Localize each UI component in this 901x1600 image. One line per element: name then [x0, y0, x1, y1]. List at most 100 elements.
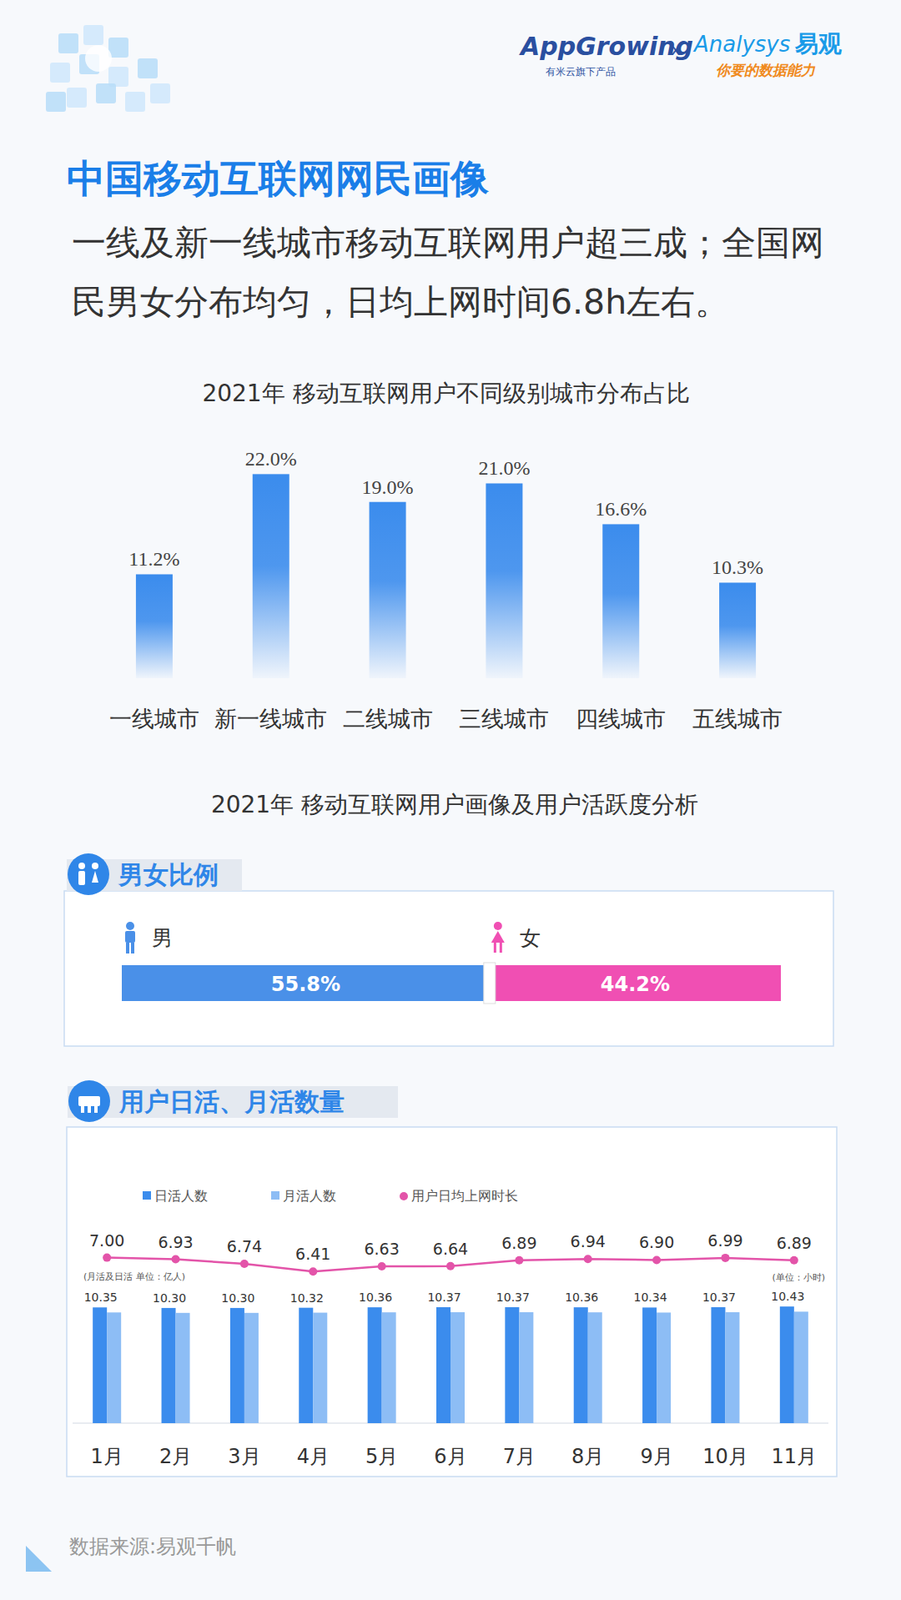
x-tick-label: 8月: [571, 1444, 605, 1469]
bar: [504, 1307, 519, 1424]
legend-marker: [142, 1191, 152, 1200]
line-point: [377, 1262, 387, 1271]
legend-marker: [271, 1191, 280, 1200]
subtitle-line: 一线及新一线城市移动互联网用户超三成；全国网: [71, 222, 825, 263]
cube: [45, 91, 66, 112]
bar: [367, 1307, 383, 1424]
bar: [780, 1306, 795, 1424]
data-label: 10.37: [702, 1290, 736, 1304]
x-tick-label: 5月: [365, 1444, 398, 1469]
bar: [710, 1307, 725, 1424]
bar: [176, 1313, 191, 1424]
annotation: (月活及日活 单位：亿人): [83, 1271, 186, 1283]
data-label: 6.63: [363, 1239, 399, 1259]
bar: [382, 1312, 397, 1424]
panel-icon-glyph: [80, 1106, 85, 1113]
panel-icon-glyph: [91, 862, 99, 870]
data-label: 10.32: [290, 1291, 324, 1305]
corner-triangle: [25, 1545, 52, 1572]
data-label: 6.89: [501, 1233, 537, 1253]
legend-label: 男: [151, 926, 173, 951]
bars: [121, 965, 781, 1002]
data-label: 10.36: [358, 1290, 393, 1304]
panel-icon-glyph: [87, 1106, 91, 1113]
chart-title: 2021年 移动互联网用户不同级别城市分布占比: [201, 379, 690, 408]
data-label: 44.2%: [600, 972, 670, 997]
person-icon: [499, 942, 503, 953]
data-label: 55.8%: [271, 972, 341, 997]
section-title: 2021年 移动互联网用户画像及用户活跃度分析: [211, 790, 699, 819]
x-tick-label: 1月: [90, 1444, 124, 1469]
x-tick-label: 6月: [433, 1444, 467, 1469]
person-icon: [491, 931, 505, 943]
cube: [50, 62, 71, 83]
legend-marker: [399, 1192, 408, 1201]
data-label: 6.74: [226, 1237, 262, 1256]
data-label: 10.30: [221, 1291, 255, 1305]
person-icon: [125, 931, 136, 943]
data-label: 10.43: [770, 1289, 805, 1304]
legend-label: 月活人数: [282, 1187, 337, 1204]
line-point: [583, 1254, 593, 1264]
logo-right-sub: 你要的数据能力: [715, 61, 816, 79]
panel: [66, 1127, 837, 1477]
line-point: [720, 1253, 730, 1263]
data-label: 16.6%: [594, 498, 647, 520]
x-tick-label: 11月: [771, 1444, 818, 1469]
line-point: [240, 1259, 249, 1269]
data-label: 10.3%: [711, 556, 764, 579]
cube-mark: [85, 45, 112, 72]
x-tick-label: 10月: [702, 1444, 749, 1469]
bar: [135, 573, 173, 679]
bar: [369, 502, 407, 679]
cube: [150, 83, 171, 104]
logo-left-sub: 有米云旗下产品: [545, 65, 616, 78]
cube: [125, 91, 146, 112]
line-point: [102, 1253, 111, 1263]
line-point: [652, 1255, 661, 1264]
bar: [724, 1312, 740, 1424]
line: [106, 1258, 795, 1273]
cube: [137, 58, 158, 79]
legend-label: 日活人数: [154, 1187, 208, 1204]
bar: [312, 1313, 328, 1424]
bar-segment: [489, 965, 781, 1002]
data-label: 6.93: [157, 1233, 193, 1252]
line-point: [446, 1262, 455, 1271]
bar: [244, 1313, 259, 1424]
bar: [642, 1307, 657, 1424]
x-tick-label: 二线城市: [342, 705, 433, 732]
panel-icon-glyph: [94, 1106, 98, 1113]
data-label: 11.2%: [128, 548, 180, 570]
data-label: 6.64: [432, 1239, 469, 1259]
labels: 10.3510.3010.3010.3210.3610.3710.3710.36…: [84, 1231, 812, 1305]
cube: [83, 25, 104, 46]
marks: [92, 1253, 809, 1424]
logo-separator: x: [670, 39, 681, 60]
title: 中国移动互联网网民画像: [66, 156, 490, 202]
data-label: 21.0%: [478, 457, 530, 479]
subtitle: 一线及新一线城市移动互联网用户超三成；全国网民男女分布均匀，日均上网时间6.8h…: [71, 222, 825, 323]
bar: [436, 1307, 451, 1424]
bar: [485, 483, 523, 679]
x-tick-label: 一线城市: [109, 705, 200, 732]
person-icon: [125, 942, 130, 954]
x-tick-label: 四线城市: [575, 705, 666, 732]
cube: [95, 83, 116, 104]
bar: [602, 523, 640, 679]
bar: [106, 1312, 121, 1424]
bar: [252, 473, 290, 679]
person-icon: [130, 942, 135, 954]
panel-title: 用户日活、月活数量: [118, 1087, 345, 1117]
bar: [92, 1307, 107, 1424]
bar: [230, 1308, 245, 1424]
bar: [719, 582, 756, 679]
panel-icon: [67, 853, 110, 896]
segment-gap: [483, 962, 496, 1004]
x-tick-label: 五线城市: [692, 705, 783, 732]
data-label: 10.37: [496, 1290, 530, 1304]
logo-left: AppGrowing: [518, 31, 694, 61]
background: [0, 0, 901, 1600]
data-label: 10.34: [634, 1290, 668, 1304]
x-tick-label: 3月: [227, 1444, 261, 1469]
